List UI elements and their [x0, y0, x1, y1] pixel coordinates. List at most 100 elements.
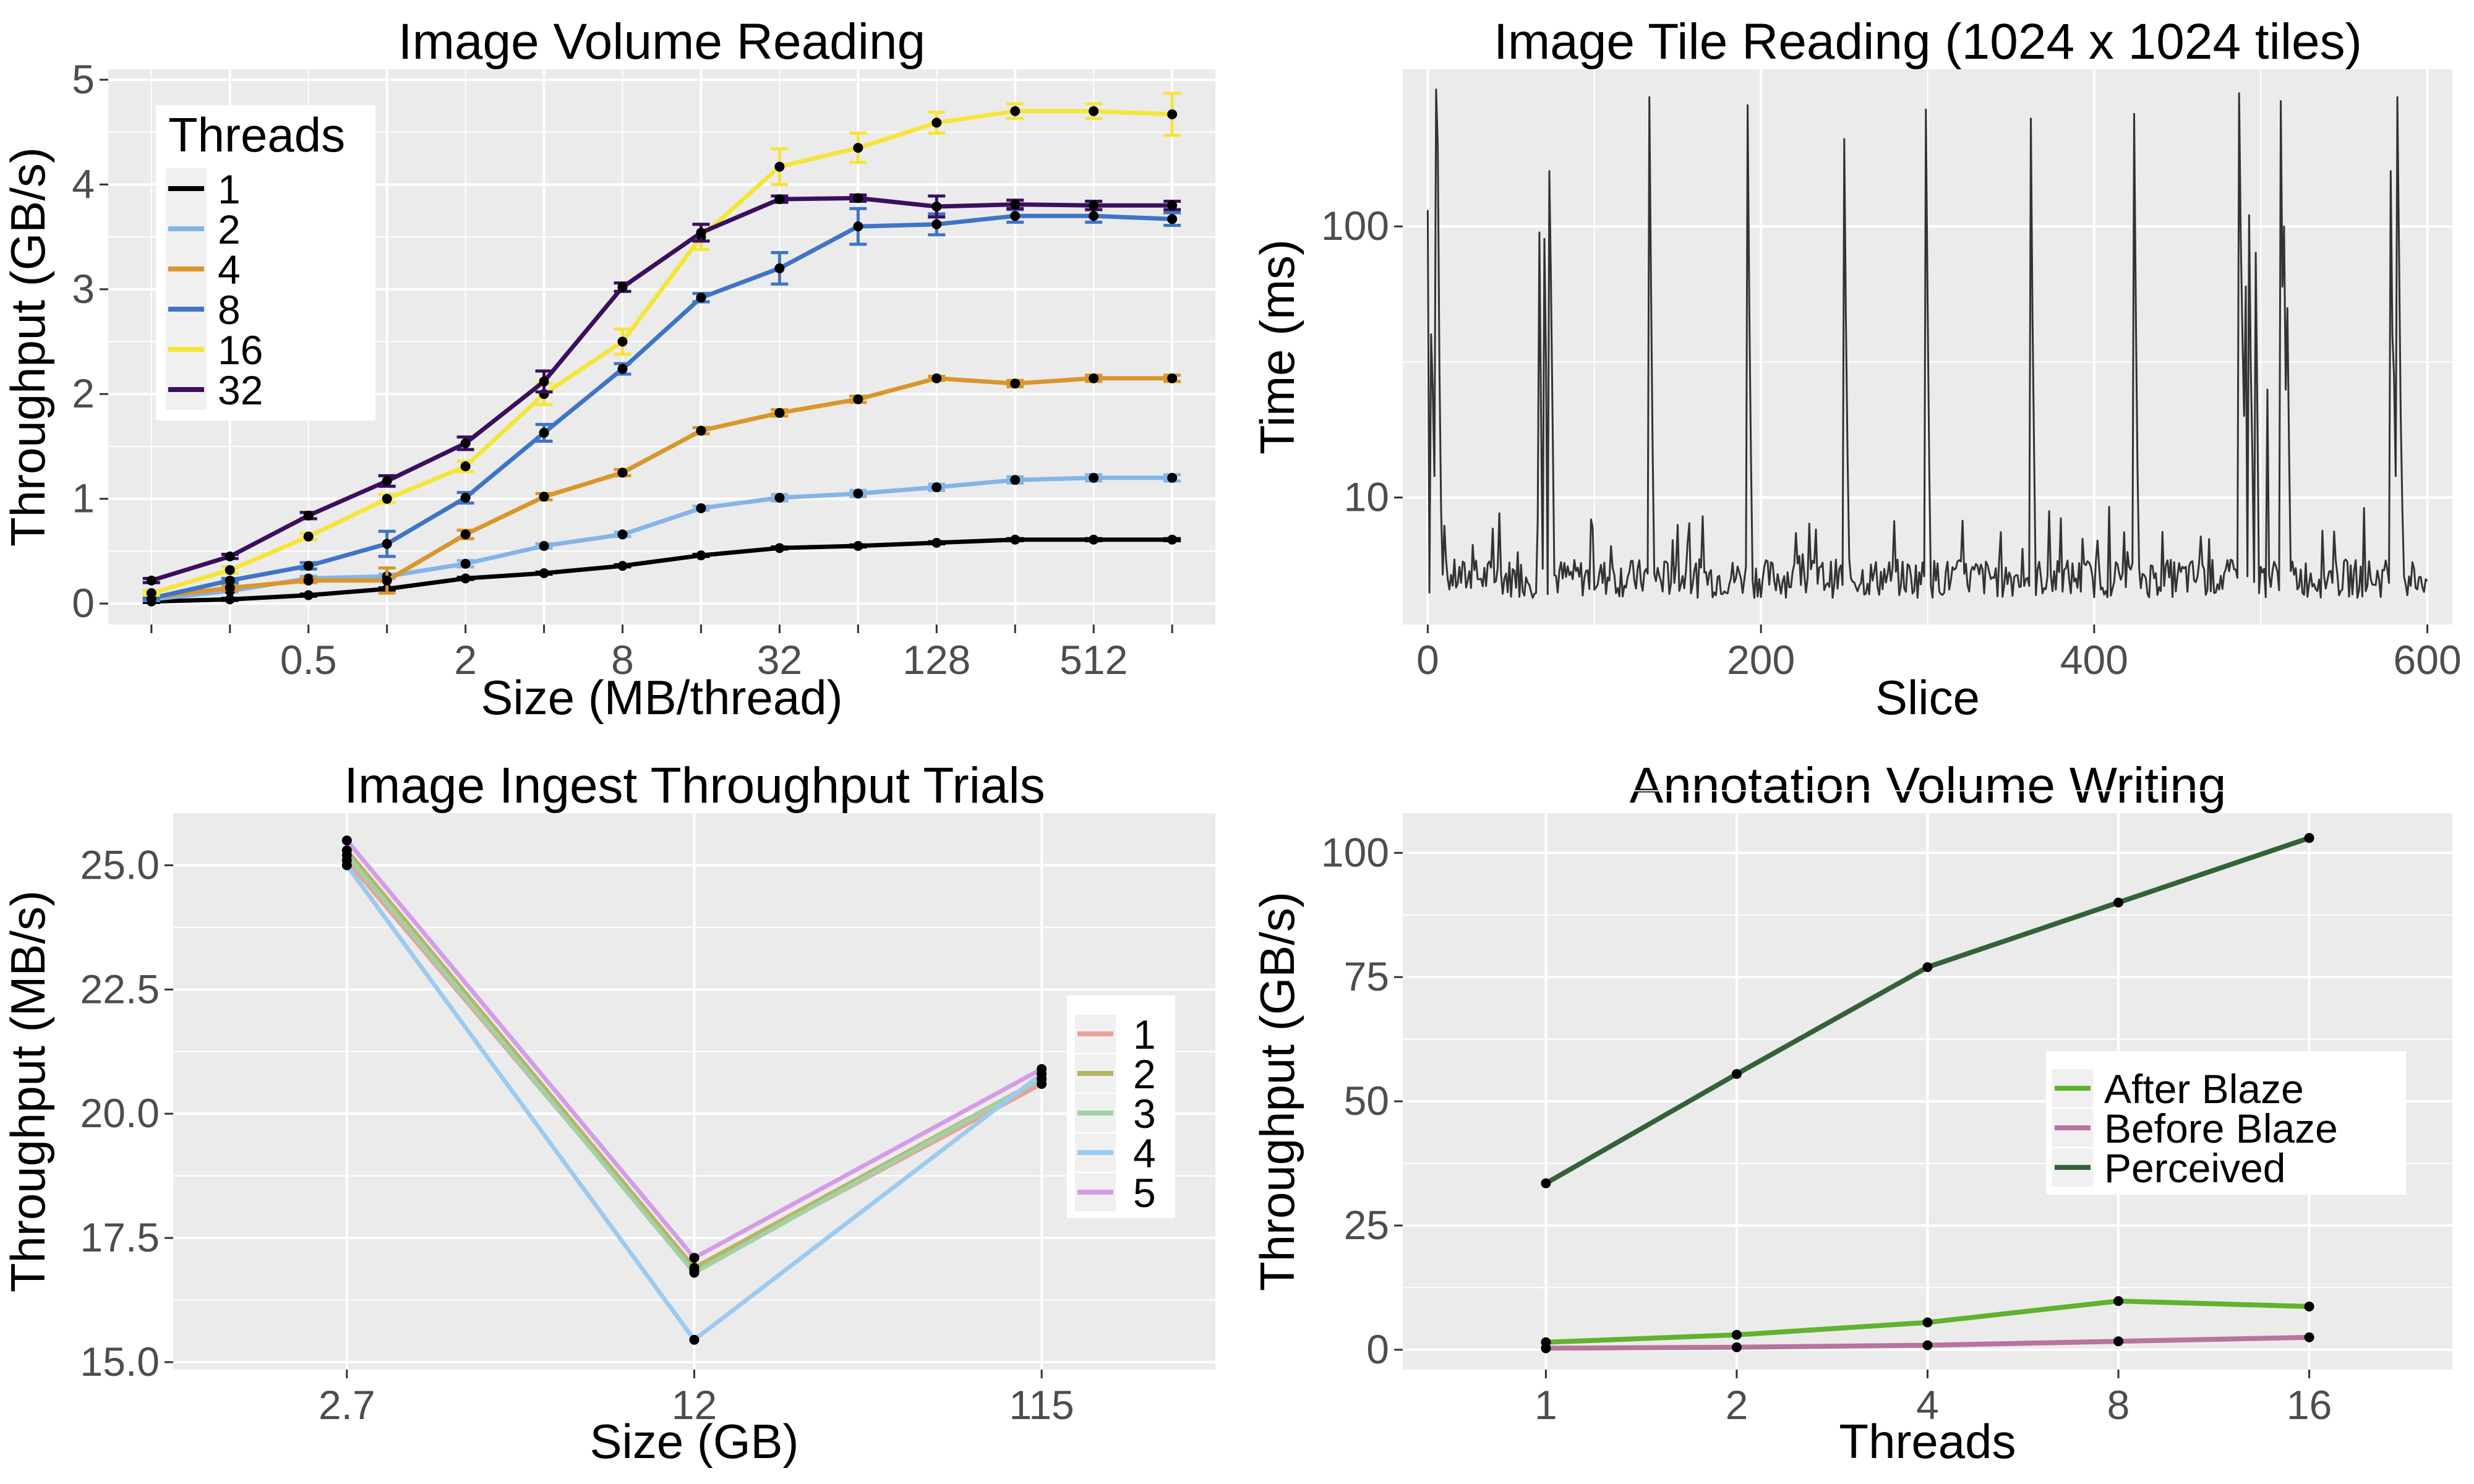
data-point [225, 551, 235, 561]
data-point [539, 568, 549, 578]
data-point [853, 394, 863, 404]
data-point [341, 835, 352, 846]
data-point [1167, 214, 1178, 224]
data-point [382, 493, 392, 504]
data-point [696, 550, 706, 561]
data-point [774, 492, 785, 503]
data-point [460, 573, 471, 584]
y-axis-title: Throughput (GB/s) [1250, 892, 1304, 1291]
y-tick-label: 20.0 [80, 1090, 160, 1136]
data-point [1541, 1178, 1551, 1188]
data-point [460, 492, 471, 503]
data-point [539, 376, 549, 386]
data-point [460, 461, 471, 472]
x-tick-label: 8 [611, 637, 634, 683]
data-point [931, 537, 942, 548]
data-point [1922, 1317, 1933, 1328]
x-tick-label: 0.5 [280, 637, 337, 683]
data-point [853, 540, 863, 551]
data-point [303, 575, 314, 586]
y-tick-label: 22.5 [80, 966, 160, 1012]
legend-label: 3 [1133, 1091, 1156, 1136]
series-line-threads-32 [150, 195, 1173, 583]
y-tick-label: 3 [72, 266, 95, 312]
legend-label: 1 [1133, 1012, 1156, 1057]
data-point [1010, 534, 1021, 545]
x-axis-title: Slice [1875, 670, 1980, 725]
y-tick-label: 4 [72, 161, 95, 207]
data-point [853, 143, 863, 153]
panel-title: Image Volume Reading [398, 14, 925, 70]
data-point [689, 1253, 700, 1263]
data-point [1541, 1343, 1551, 1354]
data-point [1089, 106, 1099, 116]
data-point [931, 201, 942, 211]
data-point [1089, 211, 1099, 221]
panel-title: Annotation Volume Writing [1630, 757, 2227, 814]
x-tick-label: 2 [454, 637, 477, 683]
data-point [774, 194, 785, 205]
chart-image-tile-reading: Image Tile Reading (1024 x 1024 tiles) Sl… [1250, 14, 2462, 725]
y-tick-label: 2 [72, 370, 95, 416]
data-point [853, 488, 863, 499]
legend-label: 2 [218, 207, 241, 252]
data-point [774, 263, 785, 273]
y-tick-label: 25 [1344, 1202, 1389, 1248]
data-point [617, 529, 628, 540]
x-tick-label: 600 [2394, 637, 2462, 683]
panel-title: Image Ingest Throughput Trials [344, 757, 1045, 814]
series-threads-8 [142, 207, 1181, 603]
chart-annotation-volume-writing: Annotation Volume Writing Threads Throughp… [1250, 757, 2452, 1469]
legend-label: 4 [218, 247, 241, 292]
data-point [931, 373, 942, 383]
x-tick-label: 0 [1416, 637, 1439, 683]
x-axis-title: Size (MB/thread) [481, 670, 842, 725]
data-point [1731, 1068, 1742, 1079]
legend-label: Perceived [2104, 1145, 2286, 1191]
y-tick-label: 0 [1366, 1326, 1389, 1372]
data-point [774, 543, 785, 553]
data-point [1010, 199, 1021, 210]
data-point [617, 336, 628, 347]
legend-label: 5 [1133, 1170, 1156, 1216]
legend-label: 32 [218, 367, 263, 413]
data-point [303, 561, 314, 571]
data-point [1089, 534, 1099, 545]
data-point [1167, 534, 1178, 545]
data-point [1010, 211, 1021, 221]
series-line-threads-8 [151, 213, 1173, 601]
series-line-threads-1 [151, 537, 1173, 604]
data-point [1010, 475, 1021, 485]
x-tick-label: 128 [902, 637, 970, 683]
data-point [2113, 1336, 2124, 1347]
x-tick-label: 400 [2060, 637, 2128, 683]
x-axis-title: Threads [1839, 1414, 2016, 1469]
data-point [2304, 1332, 2314, 1342]
series-threads-4 [142, 373, 1181, 602]
y-tick-label: 75 [1344, 953, 1389, 999]
x-tick-label: 16 [2287, 1382, 2332, 1428]
data-point [1731, 1342, 1742, 1352]
legend-box [2046, 1051, 2406, 1195]
data-point [1167, 472, 1178, 483]
legend-label: 8 [218, 287, 241, 333]
x-tick-label: 115 [1009, 1382, 1074, 1428]
x-tick-label: 32 [757, 637, 802, 683]
data-point [1167, 200, 1178, 211]
data-point [1922, 962, 1933, 973]
data-point [341, 860, 352, 871]
series-threads-1 [142, 534, 1181, 607]
series-threads-32 [142, 193, 1181, 586]
panel-title: Image Tile Reading (1024 x 1024 tiles) [1494, 14, 2362, 70]
series-threads-16 [142, 92, 1181, 599]
data-point [2113, 1296, 2124, 1307]
x-tick-label: 8 [2107, 1382, 2130, 1428]
x-tick-label: 2.7 [319, 1382, 375, 1428]
data-point [1089, 200, 1099, 211]
data-point [225, 565, 235, 575]
data-point [2304, 1301, 2314, 1311]
data-point [617, 561, 628, 571]
data-point [303, 510, 314, 521]
data-point [303, 531, 314, 542]
